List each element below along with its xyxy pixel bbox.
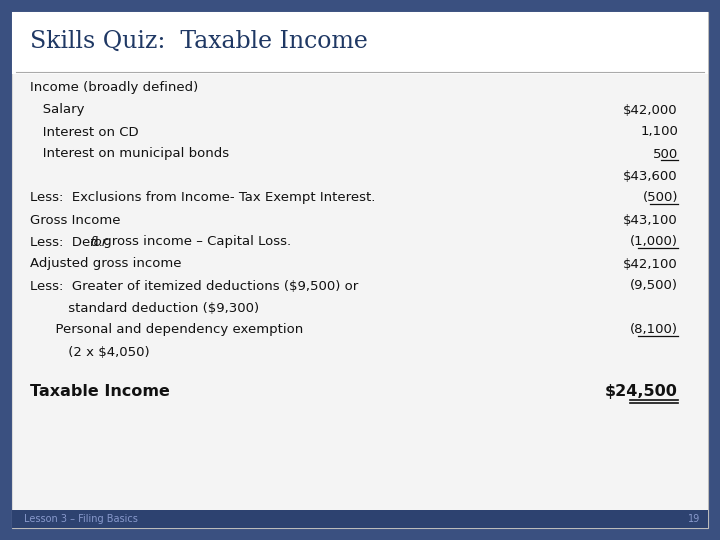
Text: 19: 19 bbox=[688, 514, 700, 524]
Text: 500: 500 bbox=[653, 147, 678, 160]
Text: $43,600: $43,600 bbox=[624, 170, 678, 183]
Text: for: for bbox=[89, 235, 107, 248]
Text: Interest on CD: Interest on CD bbox=[30, 125, 139, 138]
Text: Adjusted gross income: Adjusted gross income bbox=[30, 258, 181, 271]
Text: $42,000: $42,000 bbox=[624, 104, 678, 117]
Text: Less:  Greater of itemized deductions ($9,500) or: Less: Greater of itemized deductions ($9… bbox=[30, 280, 359, 293]
Text: Lesson 3 – Filing Basics: Lesson 3 – Filing Basics bbox=[24, 514, 138, 524]
Text: Less:  Exclusions from Income- Tax Exempt Interest.: Less: Exclusions from Income- Tax Exempt… bbox=[30, 192, 375, 205]
Text: Skills Quiz:  Taxable Income: Skills Quiz: Taxable Income bbox=[30, 30, 368, 53]
Bar bbox=[12, 74, 708, 510]
Bar bbox=[12, 510, 708, 528]
Text: $24,500: $24,500 bbox=[605, 384, 678, 399]
Text: (500): (500) bbox=[642, 192, 678, 205]
Text: standard deduction ($9,300): standard deduction ($9,300) bbox=[30, 301, 259, 314]
Text: Interest on municipal bonds: Interest on municipal bonds bbox=[30, 147, 229, 160]
Text: gross income – Capital Loss.: gross income – Capital Loss. bbox=[99, 235, 291, 248]
Text: Salary: Salary bbox=[30, 104, 84, 117]
Text: (8,100): (8,100) bbox=[630, 323, 678, 336]
Bar bbox=[12, 12, 708, 74]
Text: (2 x $4,050): (2 x $4,050) bbox=[30, 346, 150, 359]
Text: Income (broadly defined): Income (broadly defined) bbox=[30, 82, 198, 94]
Text: Less:  Ded.: Less: Ded. bbox=[30, 235, 107, 248]
Text: $42,100: $42,100 bbox=[624, 258, 678, 271]
Text: Gross Income: Gross Income bbox=[30, 213, 120, 226]
Text: Taxable Income: Taxable Income bbox=[30, 384, 170, 399]
Text: 1,100: 1,100 bbox=[640, 125, 678, 138]
Text: Personal and dependency exemption: Personal and dependency exemption bbox=[30, 323, 303, 336]
Text: $43,100: $43,100 bbox=[624, 213, 678, 226]
Text: (9,500): (9,500) bbox=[630, 280, 678, 293]
Text: (1,000): (1,000) bbox=[630, 235, 678, 248]
